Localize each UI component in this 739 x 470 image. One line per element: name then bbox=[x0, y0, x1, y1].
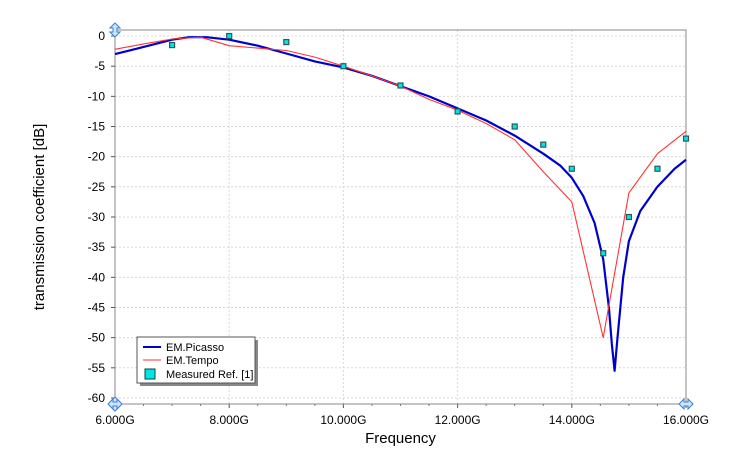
y-tick-label: -25 bbox=[88, 180, 106, 194]
x-axis-right-handle[interactable] bbox=[678, 397, 694, 411]
y-tick-label: -50 bbox=[88, 331, 106, 345]
y-axis-top-handle[interactable] bbox=[108, 22, 122, 38]
measured-point bbox=[511, 123, 518, 130]
legend-label-measured: Measured Ref. [1] bbox=[166, 369, 253, 381]
y-tick-label: -20 bbox=[88, 150, 106, 164]
legend-item-measured: Measured Ref. [1] bbox=[144, 368, 253, 381]
x-tick-label: 14.000G bbox=[549, 413, 595, 427]
legend-swatch-measured bbox=[144, 368, 156, 380]
measured-point bbox=[397, 82, 404, 89]
series-line-em-tempo bbox=[114, 36, 687, 339]
y-tick-label: 0 bbox=[98, 29, 105, 43]
measured-point bbox=[654, 165, 661, 172]
series-line-em-picasso bbox=[114, 36, 687, 372]
y-tick-label: -10 bbox=[88, 89, 106, 103]
y-tick-label: -30 bbox=[88, 210, 106, 224]
x-tick-label: 16.000G bbox=[663, 413, 709, 427]
measured-point bbox=[625, 213, 633, 221]
measured-point bbox=[600, 250, 607, 257]
measured-point bbox=[283, 38, 290, 46]
measured-point bbox=[340, 63, 347, 70]
y-tick-label: -15 bbox=[88, 120, 106, 134]
x-tick-label: 8.000G bbox=[210, 413, 249, 427]
measured-point bbox=[568, 165, 575, 172]
legend-label-picasso: EM.Picasso bbox=[166, 342, 224, 354]
y-tick-label: -60 bbox=[88, 391, 106, 405]
x-axis-title: Frequency bbox=[365, 430, 436, 447]
y-tick-label: -40 bbox=[88, 270, 106, 284]
x-tick-label: 6.000G bbox=[95, 413, 134, 427]
x-axis-left-handle[interactable] bbox=[107, 397, 123, 411]
y-tick-label: -5 bbox=[94, 59, 105, 73]
x-tick-label: 10.000G bbox=[320, 413, 366, 427]
y-tick-label: -45 bbox=[88, 300, 106, 314]
measured-point bbox=[682, 135, 690, 142]
legend-item-picasso: EM.Picasso bbox=[143, 342, 224, 354]
legend-item-tempo: EM.Tempo bbox=[143, 355, 219, 367]
measured-point bbox=[540, 141, 547, 148]
measured-point bbox=[226, 32, 233, 40]
x-tick-label: 12.000G bbox=[435, 413, 481, 427]
measured-point bbox=[454, 108, 461, 115]
y-tick-label: -35 bbox=[88, 240, 106, 254]
grid-lines bbox=[114, 30, 687, 404]
legend: EM.Picasso EM.Tempo Measured Ref. [1] bbox=[136, 336, 258, 386]
measured-point bbox=[169, 41, 176, 49]
axes: 6.000G 8.000G 10.000G 12.000G 14.000G 16.000G… bbox=[88, 29, 709, 427]
y-axis-title: transmission coefficient [dB] bbox=[31, 124, 48, 310]
y-tick-label: -55 bbox=[88, 361, 106, 375]
series bbox=[114, 32, 690, 372]
axis-handles[interactable] bbox=[107, 22, 694, 412]
legend-label-tempo: EM.Tempo bbox=[166, 355, 219, 367]
